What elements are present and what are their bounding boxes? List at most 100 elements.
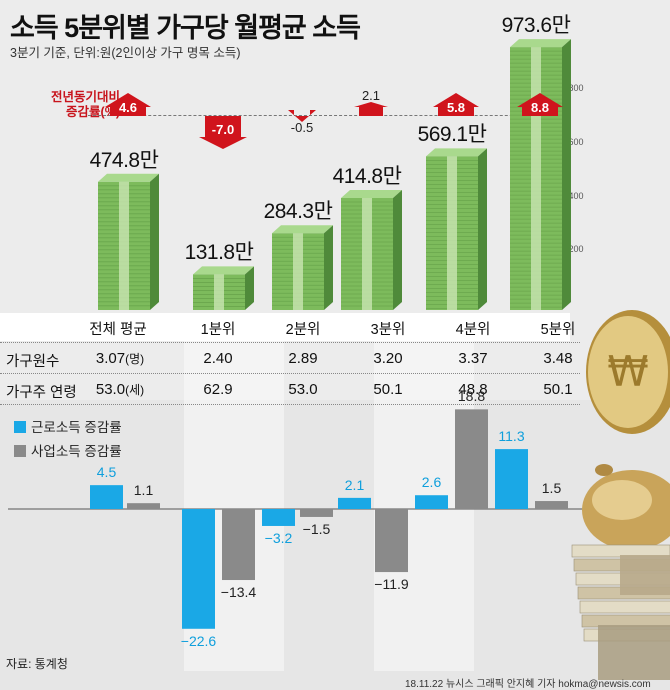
income-value-label: 474.8만 xyxy=(89,148,159,172)
households-q4: 3.37 xyxy=(458,350,488,367)
age-q5: 50.1 xyxy=(543,381,573,398)
won-symbol-icon: ₩ xyxy=(607,347,649,396)
wage-growth-bar xyxy=(338,497,371,509)
wage-growth-label: 11.3 xyxy=(498,428,525,445)
yoy-baseline xyxy=(88,115,558,116)
cash-bundle-illustration xyxy=(579,600,670,614)
bar-band xyxy=(119,181,129,310)
households-q3: 3.20 xyxy=(373,350,403,367)
row-separator xyxy=(0,373,580,374)
households-q2: 2.89 xyxy=(288,350,318,367)
wage-growth-label: 2.6 xyxy=(421,474,442,491)
wage-growth-bar xyxy=(495,449,528,509)
yoy-up-arrow xyxy=(354,102,388,116)
legend-wage-swatch xyxy=(14,421,26,433)
households-q1: 2.40 xyxy=(203,350,233,367)
business-growth-label: −13.4 xyxy=(220,584,257,601)
yoy-down-arrow xyxy=(288,110,316,122)
business-growth-label: −1.5 xyxy=(302,520,331,537)
row-separator xyxy=(0,404,580,405)
age-q1: 62.9 xyxy=(203,381,233,398)
chart-title: 소득 5분위별 가구당 월평균 소득 xyxy=(10,13,361,43)
yoy-value-label: 4.6 xyxy=(118,100,138,115)
age-q3: 50.1 xyxy=(373,381,403,398)
axis-tick-400: 400 xyxy=(568,191,584,201)
wage-growth-label: −3.2 xyxy=(264,529,293,546)
business-growth-bar xyxy=(375,509,408,573)
income-value-label: 131.8만 xyxy=(184,241,254,265)
bar-side xyxy=(393,190,402,310)
wage-growth-label: 4.5 xyxy=(96,464,117,481)
business-growth-label: 18.8 xyxy=(457,388,486,405)
piggy-bank-highlight xyxy=(592,480,652,520)
wage-growth-label: −22.6 xyxy=(180,632,217,649)
bar-top xyxy=(272,225,333,234)
wage-growth-bar xyxy=(415,495,448,509)
business-growth-label: 1.1 xyxy=(133,482,154,499)
category-q3: 3분위 xyxy=(370,322,406,338)
income-value-label: 569.1만 xyxy=(417,123,487,147)
axis-tick-600: 600 xyxy=(568,137,584,147)
category-row xyxy=(0,313,570,341)
legend-business-swatch xyxy=(14,445,26,457)
category-q4: 4분위 xyxy=(455,322,491,338)
axis-tick-200: 200 xyxy=(568,244,584,254)
yoy-value-label: 5.8 xyxy=(446,100,466,115)
yoy-down-arrow xyxy=(199,116,247,149)
business-growth-label: −11.9 xyxy=(374,576,409,593)
income-value-label: 414.8만 xyxy=(332,165,402,188)
legend-business: 사업소득 증감률 xyxy=(14,440,122,460)
households-q5: 3.48 xyxy=(543,350,573,367)
bar-side xyxy=(562,39,571,311)
bar-band xyxy=(531,47,541,311)
households-total: 3.07(명) xyxy=(95,350,145,367)
wage-growth-label: 2.1 xyxy=(344,476,365,493)
yoy-up-arrow xyxy=(517,93,563,116)
yoy-value-label: -0.5 xyxy=(290,120,314,135)
bar-side xyxy=(245,266,254,310)
yoy-value-label: 2.1 xyxy=(361,88,381,103)
business-growth-label: 1.5 xyxy=(541,480,562,497)
wage-growth-bar xyxy=(90,485,123,509)
income-value-label: 284.3만 xyxy=(263,200,333,224)
business-growth-bar xyxy=(127,503,160,509)
business-growth-bar xyxy=(300,509,333,517)
bar-side xyxy=(150,173,159,310)
bar-top xyxy=(426,148,487,157)
households-row-label: 가구원수 xyxy=(6,354,60,370)
banknote-portrait xyxy=(620,555,670,595)
bar-band xyxy=(447,156,457,310)
chart-subtitle: 3분기 기준, 단위:원(2인이상 가구 명목 소득) xyxy=(10,46,241,60)
bar-band xyxy=(293,233,303,310)
bar-band xyxy=(214,274,224,310)
cash-stack-front xyxy=(598,625,670,680)
age-row-label: 가구주 연령 xyxy=(6,385,77,401)
bar-top xyxy=(510,39,571,48)
yoy-label-line1: 전년동기대비 xyxy=(50,90,120,104)
category-q1: 1분위 xyxy=(200,322,236,338)
category-total: 전체 평균 xyxy=(89,322,147,338)
bottom-panel-background xyxy=(0,400,670,690)
yoy-value-label: -7.0 xyxy=(211,122,235,137)
wage-growth-bar xyxy=(182,509,215,629)
income-value-label: 973.6만 xyxy=(501,14,571,38)
row-separator xyxy=(0,342,580,343)
piggy-ear xyxy=(595,464,613,476)
legend-wage: 근로소득 증감률 xyxy=(14,416,122,436)
category-q2: 2분위 xyxy=(285,322,321,338)
bar-side xyxy=(324,225,333,310)
age-q2: 53.0 xyxy=(288,381,318,398)
yoy-up-arrow xyxy=(105,93,151,116)
bar-band xyxy=(362,198,372,310)
source-note: 자료: 통계청 xyxy=(6,657,68,671)
age-total: 53.0(세) xyxy=(95,381,145,398)
yoy-up-arrow xyxy=(433,93,479,116)
category-q5: 5분위 xyxy=(540,322,576,338)
credit-line: 18.11.22 뉴시스 그래픽 안지혜 기자 hokma@newsis.com xyxy=(405,679,651,690)
wage-growth-bar xyxy=(262,509,295,526)
coin-face xyxy=(588,316,668,428)
bar-top xyxy=(98,173,159,182)
axis-tick-800: 800 xyxy=(568,83,584,93)
business-growth-bar xyxy=(535,501,568,509)
